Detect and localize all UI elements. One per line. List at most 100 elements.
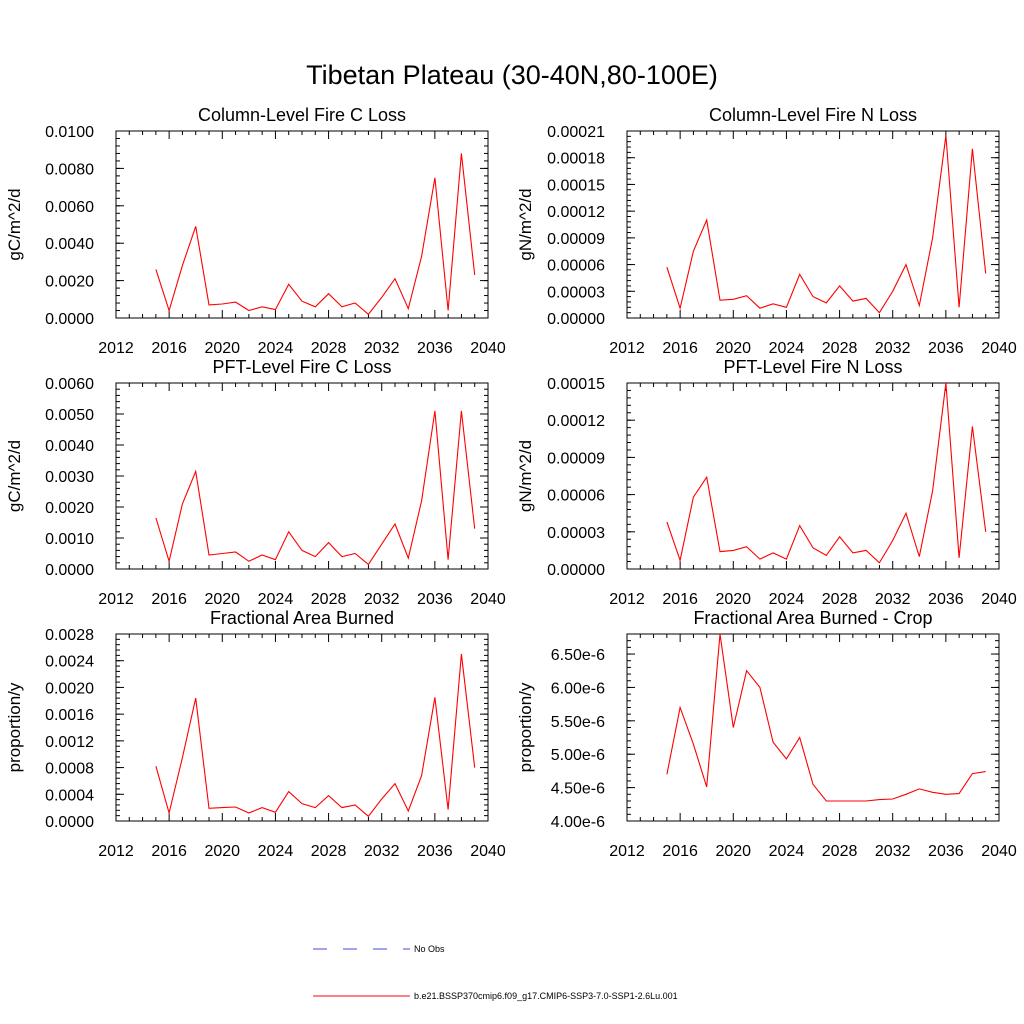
y-tick-label: 0.0020 — [45, 274, 94, 291]
x-tick-label: 2036 — [928, 843, 964, 860]
y-tick-label: 0.0030 — [45, 469, 94, 486]
x-tick-label: 2040 — [470, 591, 506, 608]
x-tick-label: 2032 — [364, 591, 400, 608]
x-tick-label: 2016 — [151, 591, 187, 608]
x-tick-label: 2020 — [204, 591, 240, 608]
main-title: Tibetan Plateau (30-40N,80-100E) — [306, 60, 718, 90]
panel-4: PFT-Level Fire N Loss gN/m^2/d 2012 2016 202… — [516, 357, 1017, 608]
y-tick-label: 0.00009 — [547, 450, 605, 467]
x-tick-label: 2036 — [417, 591, 453, 608]
x-tick-label: 2016 — [151, 843, 187, 860]
x-tick-label: 2040 — [981, 591, 1017, 608]
y-tick-label: 0.0060 — [45, 376, 94, 393]
x-tick-label: 2028 — [822, 591, 858, 608]
series-line — [666, 135, 987, 314]
y-tick-label: 0.0012 — [45, 734, 94, 751]
x-tick-label: 2024 — [769, 843, 805, 860]
x-tick-label: 2020 — [715, 843, 751, 860]
y-axis-label: gC/m^2/d — [5, 188, 24, 260]
y-tick-label: 0.0080 — [45, 161, 94, 178]
x-tick-label: 2016 — [151, 340, 187, 357]
panel-5: Fractional Area Burned proportion/y 2012 20… — [5, 608, 506, 860]
plot-frame — [115, 382, 489, 570]
y-tick-label: 0.0004 — [45, 787, 94, 804]
x-tick-label: 2040 — [470, 340, 506, 357]
x-tick-label: 2028 — [822, 843, 858, 860]
panel-1: Column-Level Fire C Loss gC/m^2/d 2012 2016… — [5, 105, 506, 357]
y-tick-label: 0.0000 — [45, 311, 94, 328]
y-tick-label: 6.00e-6 — [551, 680, 605, 697]
y-axis-label: proportion/y — [5, 682, 24, 772]
x-tick-label: 2032 — [364, 843, 400, 860]
series-line — [666, 633, 986, 802]
y-axis-label: gN/m^2/d — [516, 188, 535, 260]
x-tick-label: 2028 — [311, 591, 347, 608]
series-line — [155, 653, 476, 818]
plot-frame — [626, 633, 1000, 822]
y-tick-label: 0.00006 — [547, 488, 605, 505]
panels: Column-Level Fire C Loss gC/m^2/d 2012 2016… — [5, 105, 1017, 860]
panel-2: Column-Level Fire N Loss gN/m^2/d 2012 2016… — [516, 105, 1017, 357]
series-line — [666, 382, 987, 564]
panel-6: Fractional Area Burned - Crop proportion/… — [516, 608, 1017, 860]
x-tick-label: 2012 — [609, 843, 645, 860]
plot-frame — [115, 130, 489, 319]
y-tick-label: 0.00015 — [547, 177, 605, 194]
x-tick-label: 2020 — [715, 340, 751, 357]
y-tick-label: 0.00006 — [547, 258, 605, 275]
y-axis-label: gC/m^2/d — [5, 440, 24, 512]
y-tick-label: 0.0050 — [45, 407, 94, 424]
x-tick-label: 2024 — [258, 843, 294, 860]
y-tick-label: 0.0020 — [45, 680, 94, 697]
series-line — [155, 410, 476, 566]
y-tick-label: 0.00015 — [547, 376, 605, 393]
y-tick-label: 0.0000 — [45, 814, 94, 831]
y-tick-label: 0.0010 — [45, 531, 94, 548]
x-tick-label: 2040 — [981, 843, 1017, 860]
plot-frame — [626, 382, 1000, 570]
x-tick-label: 2036 — [417, 843, 453, 860]
x-tick-label: 2012 — [98, 843, 134, 860]
x-tick-label: 2036 — [417, 340, 453, 357]
y-tick-label: 0.0060 — [45, 199, 94, 216]
panel-title: PFT-Level Fire N Loss — [723, 357, 902, 377]
x-tick-label: 2024 — [769, 591, 805, 608]
y-tick-label: 0.00018 — [547, 151, 605, 168]
y-tick-label: 0.00012 — [547, 413, 605, 430]
x-tick-label: 2032 — [875, 591, 911, 608]
y-tick-label: 0.0100 — [45, 124, 94, 141]
panel-title: Column-Level Fire N Loss — [709, 105, 917, 125]
y-tick-label: 6.50e-6 — [551, 647, 605, 664]
y-tick-label: 0.0016 — [45, 707, 94, 724]
x-tick-label: 2028 — [311, 340, 347, 357]
x-tick-label: 2016 — [662, 340, 698, 357]
x-tick-label: 2040 — [981, 340, 1017, 357]
legend-label: No Obs — [414, 944, 445, 954]
panel-3: PFT-Level Fire C Loss gC/m^2/d 2012 2016 202… — [5, 357, 506, 608]
legend-label: b.e21.BSSP370cmip6.f09_g17.CMIP6-SSP3-7.… — [414, 991, 678, 1001]
x-tick-label: 2032 — [875, 843, 911, 860]
y-tick-label: 0.0008 — [45, 761, 94, 778]
panel-title: Column-Level Fire C Loss — [198, 105, 406, 125]
panel-title: Fractional Area Burned — [210, 608, 394, 628]
x-tick-label: 2040 — [470, 843, 506, 860]
y-tick-label: 0.00021 — [547, 124, 605, 141]
x-tick-label: 2036 — [928, 591, 964, 608]
y-tick-label: 0.00009 — [547, 231, 605, 248]
panel-title: PFT-Level Fire C Loss — [212, 357, 391, 377]
y-tick-label: 0.0040 — [45, 438, 94, 455]
plot-frame — [115, 633, 489, 822]
x-tick-label: 2020 — [715, 591, 751, 608]
x-tick-label: 2016 — [662, 591, 698, 608]
x-tick-label: 2024 — [769, 340, 805, 357]
y-axis-label: proportion/y — [516, 682, 535, 772]
y-tick-label: 0.00000 — [547, 562, 605, 579]
legend: No Obs b.e21.BSSP370cmip6.f09_g17.CMIP6-S… — [313, 944, 678, 1001]
y-tick-label: 0.0000 — [45, 562, 94, 579]
x-tick-label: 2028 — [822, 340, 858, 357]
y-tick-label: 0.00000 — [547, 311, 605, 328]
y-tick-label: 0.0028 — [45, 627, 94, 644]
legend-entry: No Obs — [313, 944, 445, 954]
x-tick-label: 2020 — [204, 340, 240, 357]
